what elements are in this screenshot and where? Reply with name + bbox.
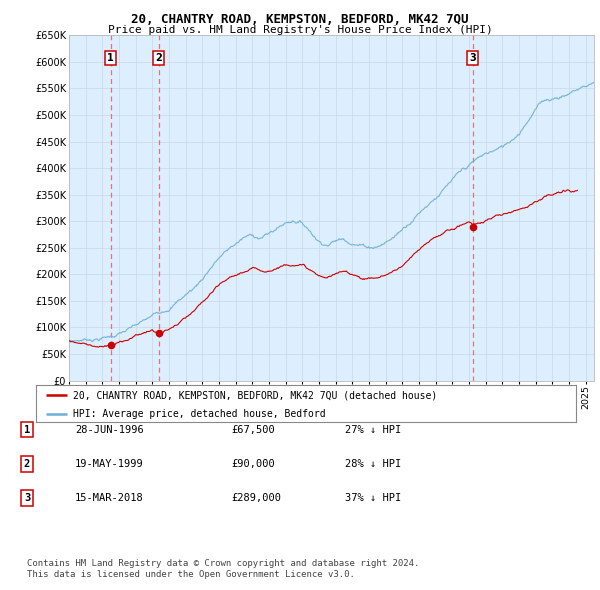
Text: 20, CHANTRY ROAD, KEMPSTON, BEDFORD, MK42 7QU: 20, CHANTRY ROAD, KEMPSTON, BEDFORD, MK4… [131,13,469,26]
Text: 28% ↓ HPI: 28% ↓ HPI [345,459,401,468]
Text: 28-JUN-1996: 28-JUN-1996 [75,425,144,434]
Text: 3: 3 [24,493,30,503]
Text: Price paid vs. HM Land Registry's House Price Index (HPI): Price paid vs. HM Land Registry's House … [107,25,493,35]
Text: 19-MAY-1999: 19-MAY-1999 [75,459,144,468]
Text: Contains HM Land Registry data © Crown copyright and database right 2024.: Contains HM Land Registry data © Crown c… [27,559,419,568]
Text: 1: 1 [107,53,114,63]
Text: 37% ↓ HPI: 37% ↓ HPI [345,493,401,503]
Text: 27% ↓ HPI: 27% ↓ HPI [345,425,401,434]
Text: 2: 2 [155,53,162,63]
Text: 20, CHANTRY ROAD, KEMPSTON, BEDFORD, MK42 7QU (detached house): 20, CHANTRY ROAD, KEMPSTON, BEDFORD, MK4… [73,390,437,400]
Text: HPI: Average price, detached house, Bedford: HPI: Average price, detached house, Bedf… [73,409,325,419]
Text: £67,500: £67,500 [231,425,275,434]
Text: 1: 1 [24,425,30,434]
Text: This data is licensed under the Open Government Licence v3.0.: This data is licensed under the Open Gov… [27,571,355,579]
Text: £289,000: £289,000 [231,493,281,503]
Text: £90,000: £90,000 [231,459,275,468]
Text: 15-MAR-2018: 15-MAR-2018 [75,493,144,503]
Text: 3: 3 [469,53,476,63]
Text: 2: 2 [24,459,30,468]
